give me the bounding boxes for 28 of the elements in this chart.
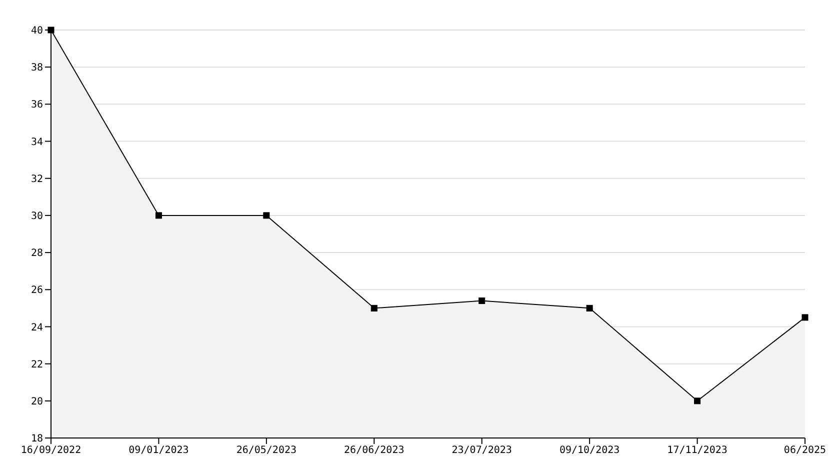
- point: [586, 304, 593, 312]
- x-tick-label: 17/11/2023: [667, 445, 728, 456]
- x-tick-label: 09/10/2023: [559, 445, 620, 456]
- x-tick-label: 26/06/2023: [344, 445, 404, 456]
- point: [694, 398, 701, 404]
- point: [370, 304, 378, 312]
- y-tick-label: 40: [30, 26, 43, 37]
- y-tick-label: 28: [30, 248, 43, 260]
- y-tick-label: 36: [30, 100, 43, 111]
- y-tick-label: 26: [30, 285, 43, 296]
- point: [155, 212, 162, 219]
- y-tick-label: 18: [30, 434, 43, 445]
- y-tick-label: 38: [30, 62, 43, 74]
- x-tick-label: 06/2025: [784, 445, 826, 456]
- x-tick-label: 26/05/2023: [236, 445, 297, 456]
- y-tick-label: 20: [30, 396, 43, 408]
- y-tick-label: 32: [30, 174, 43, 185]
- x-tick-label: 16/09/2022: [20, 445, 82, 456]
- y-tick-label: 22: [30, 359, 43, 370]
- point: [48, 26, 54, 34]
- y-tick-label: 30: [30, 211, 43, 222]
- point: [478, 298, 486, 304]
- y-tick-label: 24: [30, 322, 43, 334]
- point: [802, 314, 808, 321]
- point: [263, 212, 270, 219]
- x-tick-label: 23/07/2023: [452, 445, 512, 456]
- y-tick-label: 34: [30, 136, 43, 148]
- x-tick-label: 09/01/2023: [128, 445, 189, 456]
